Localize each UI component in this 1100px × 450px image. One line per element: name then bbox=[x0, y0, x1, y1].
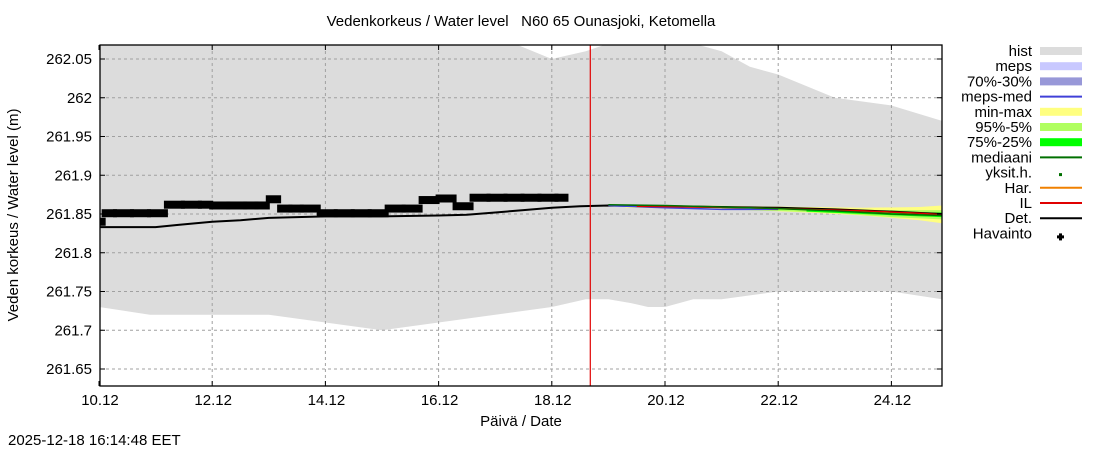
y-axis-label: Veden korkeus / Water level (m) bbox=[5, 109, 22, 322]
legend-item: 70%-30% bbox=[967, 73, 1082, 90]
legend-label: mediaani bbox=[971, 149, 1032, 166]
observation-point bbox=[100, 217, 106, 226]
legend: histmeps70%-30%meps-medmin-max95%-5%75%-… bbox=[961, 43, 1082, 242]
legend-label: Har. bbox=[1004, 180, 1032, 197]
observation-point bbox=[401, 204, 423, 213]
plot-area bbox=[100, 45, 942, 386]
observation-point bbox=[163, 200, 185, 209]
chart-title: Vedenkorkeus / Water level N60 65 Ounasj… bbox=[327, 13, 716, 30]
observation-point bbox=[209, 201, 231, 210]
legend-swatch bbox=[1040, 77, 1082, 86]
observation-point bbox=[277, 204, 293, 213]
observation-point bbox=[101, 209, 117, 218]
y-tick-label: 261.75 bbox=[46, 284, 92, 301]
legend-item: meps-med bbox=[961, 89, 1082, 106]
legend-item: meps bbox=[995, 58, 1082, 75]
observation-point bbox=[316, 209, 338, 218]
y-tick-label: 261.7 bbox=[54, 322, 92, 339]
legend-item: min-max bbox=[974, 104, 1082, 121]
legend-label: IL bbox=[1019, 195, 1032, 212]
legend-label: Det. bbox=[1004, 210, 1032, 227]
legend-swatch bbox=[1040, 107, 1082, 116]
observation-point bbox=[288, 204, 304, 213]
observation-point bbox=[146, 209, 168, 218]
y-tick-label: 261.95 bbox=[46, 129, 92, 146]
legend-label: yksit.h. bbox=[985, 165, 1032, 182]
plot-content bbox=[100, 45, 942, 386]
legend-item: Har. bbox=[1004, 180, 1082, 197]
observation-point bbox=[226, 201, 248, 210]
y-tick-label: 261.9 bbox=[54, 167, 92, 184]
observation-point bbox=[112, 209, 134, 218]
x-tick-label: 20.12 bbox=[647, 392, 685, 409]
observation-point bbox=[537, 193, 559, 202]
series-mediaani bbox=[608, 203, 942, 217]
legend-label: 70%-30% bbox=[967, 73, 1032, 90]
series-Havainto bbox=[100, 193, 569, 226]
legend-plus-v bbox=[1059, 233, 1062, 241]
x-tick-label: 24.12 bbox=[874, 392, 912, 409]
observation-point bbox=[129, 209, 151, 218]
legend-item: IL bbox=[1019, 195, 1082, 212]
legend-item: yksit.h. bbox=[985, 165, 1062, 182]
legend-item: mediaani bbox=[971, 149, 1082, 166]
legend-swatch bbox=[1040, 123, 1082, 131]
axes: 262.05 262 261.95 261.9 261.85 261.8 261.75 261… bbox=[46, 44, 943, 409]
legend-label: hist bbox=[1009, 43, 1033, 60]
y-tick-label: 262.05 bbox=[46, 51, 92, 68]
y-tick-label: 261.8 bbox=[54, 245, 92, 262]
hist-band bbox=[100, 45, 942, 331]
observation-point bbox=[452, 202, 474, 211]
observation-point bbox=[254, 201, 270, 210]
x-axis-label: Päivä / Date bbox=[480, 413, 562, 430]
observation-point bbox=[197, 200, 214, 209]
legend-swatch bbox=[1040, 47, 1082, 55]
legend-label: Havainto bbox=[973, 225, 1032, 242]
legend-label: meps bbox=[995, 58, 1032, 75]
legend-label: 95%-5% bbox=[975, 119, 1032, 136]
observation-point bbox=[486, 193, 508, 202]
legend-item: 75%-25% bbox=[967, 134, 1082, 151]
observation-point bbox=[367, 209, 389, 218]
observation-point bbox=[418, 196, 440, 205]
legend-label: 75%-25% bbox=[967, 134, 1032, 151]
x-tick-label: 14.12 bbox=[308, 392, 346, 409]
observation-point bbox=[333, 209, 355, 218]
observation-point bbox=[299, 204, 321, 213]
plot-frame bbox=[99, 44, 943, 387]
observation-point bbox=[520, 193, 542, 202]
x-tick-label: 10.12 bbox=[81, 392, 119, 409]
x-tick-label: 18.12 bbox=[534, 392, 572, 409]
y-tick-label: 262 bbox=[67, 90, 92, 107]
timestamp: 2025-12-18 16:14:48 EET bbox=[8, 432, 181, 449]
legend-label: min-max bbox=[974, 104, 1032, 121]
legend-item: hist bbox=[1009, 43, 1082, 60]
observation-point bbox=[384, 204, 406, 213]
observation-point bbox=[180, 200, 202, 209]
observation-point bbox=[265, 195, 282, 204]
legend-swatch bbox=[1040, 138, 1082, 147]
legend-label: meps-med bbox=[961, 89, 1032, 106]
legend-dot bbox=[1059, 173, 1062, 177]
observation-point bbox=[469, 193, 491, 202]
x-tick-label: 12.12 bbox=[194, 392, 232, 409]
x-tick-label: 22.12 bbox=[760, 392, 798, 409]
observation-point bbox=[554, 193, 569, 202]
legend-item: Det. bbox=[1004, 210, 1082, 227]
band-95%-5% bbox=[721, 207, 942, 220]
observation-point bbox=[435, 194, 457, 203]
legend-item: 95%-5% bbox=[975, 119, 1082, 136]
legend-item: Havainto bbox=[973, 225, 1064, 242]
observation-point bbox=[503, 193, 525, 202]
y-tick-label: 261.85 bbox=[46, 206, 92, 223]
observation-point bbox=[243, 201, 259, 210]
x-tick-label: 16.12 bbox=[421, 392, 459, 409]
y-tick-label: 261.65 bbox=[46, 361, 92, 378]
legend-swatch bbox=[1040, 62, 1082, 71]
observation-point bbox=[350, 209, 372, 218]
